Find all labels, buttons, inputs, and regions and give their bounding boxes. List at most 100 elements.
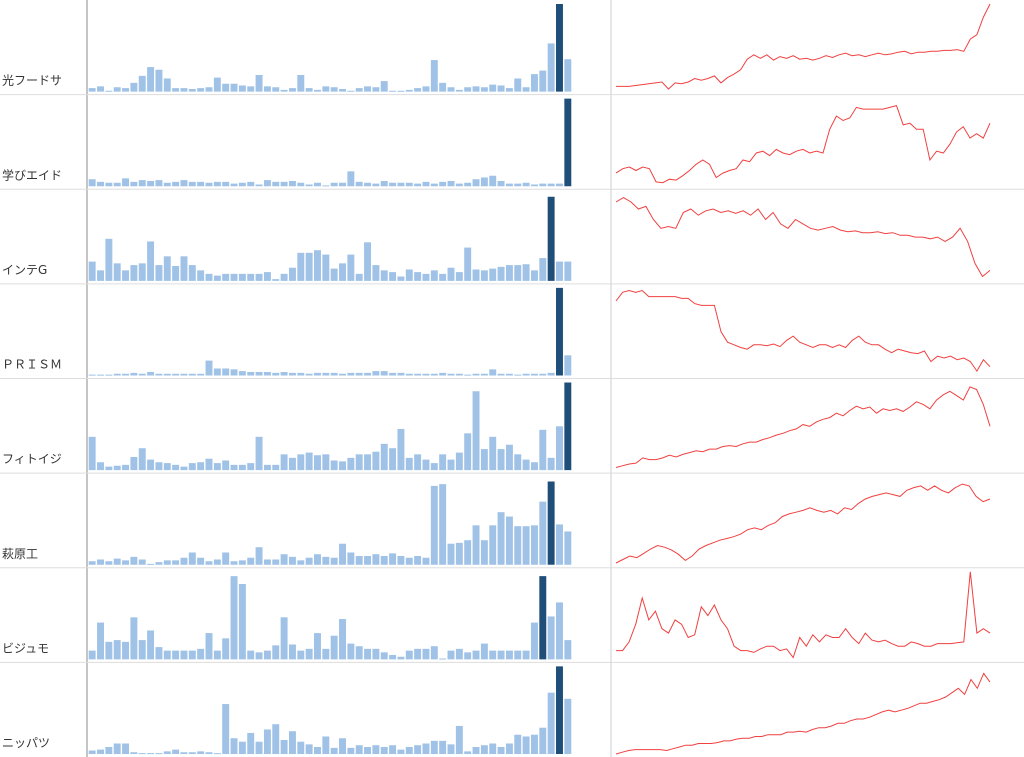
volume-bar (130, 372, 138, 376)
volume-bar (497, 746, 505, 754)
volume-bar (288, 457, 296, 471)
volume-bar (97, 462, 104, 471)
volume-bar (389, 745, 397, 754)
volume-bar (155, 265, 163, 281)
volume-bar (322, 372, 330, 376)
volume-bar (372, 554, 380, 565)
volume-bar (113, 743, 121, 754)
volume-bar (297, 74, 305, 92)
volume-bar (522, 459, 530, 471)
volume-bar (522, 373, 530, 376)
volume-bar (372, 648, 380, 660)
volume-bar (297, 252, 305, 281)
volume-bar (163, 78, 171, 92)
volume-bar (447, 459, 455, 471)
volume-bar (564, 98, 572, 187)
volume-bar (514, 265, 522, 281)
volume-bar (564, 382, 572, 471)
volume-bar (564, 640, 572, 660)
volume-bar (247, 273, 255, 281)
volume-bar (556, 287, 563, 376)
volume-bar (522, 264, 530, 281)
volume-bar (188, 265, 196, 281)
volume-bar (88, 650, 96, 660)
volume-bar (556, 261, 563, 281)
volume-bar (556, 524, 563, 565)
volume-bar (472, 373, 480, 376)
volume-bar (163, 463, 171, 471)
volume-bar (530, 462, 538, 471)
volume-bar (305, 184, 313, 187)
volume-bar (180, 180, 188, 187)
volume-bar (155, 647, 163, 660)
volume-bar (355, 181, 363, 187)
volume-bar (155, 562, 163, 565)
volume-bar (238, 560, 246, 565)
volume-bar (155, 753, 163, 755)
volume-bar (230, 273, 238, 281)
volume-bar (288, 731, 296, 754)
volume-bar (389, 448, 397, 471)
volume-bar (122, 88, 130, 92)
volume-bar (314, 455, 321, 471)
volume-bar (405, 182, 413, 187)
volume-bar (138, 180, 146, 187)
volume-bar (464, 652, 472, 660)
volume-bar (105, 466, 113, 471)
volume-bar (297, 372, 305, 376)
volume-bar (138, 640, 146, 660)
volume-bar (188, 463, 196, 471)
volume-bar (447, 373, 455, 376)
volume-bar (130, 617, 138, 660)
volume-bar (322, 648, 330, 660)
volume-bar (405, 557, 413, 565)
volume-bar (147, 67, 155, 92)
volume-bar (539, 727, 547, 754)
volume-bar (113, 87, 121, 92)
volume-bar (297, 560, 305, 565)
volume-bar (564, 355, 572, 376)
volume-bar (314, 372, 321, 376)
volume-bar (539, 183, 547, 187)
volume-bar (397, 182, 405, 187)
volume-bar (472, 86, 480, 92)
volume-bar (272, 279, 280, 281)
volume-bar (188, 752, 196, 754)
volume-bar (197, 648, 205, 660)
volume-bar (372, 87, 380, 92)
volume-bar (464, 247, 472, 281)
volume-bar (439, 484, 447, 565)
volume-bar (130, 82, 138, 92)
volume-bar (464, 87, 472, 92)
volume-bar (455, 725, 463, 754)
volume-bar (530, 622, 538, 660)
volume-bar (322, 185, 330, 187)
volume-bar (339, 182, 346, 187)
volume-bar (505, 183, 513, 187)
volume-bar (238, 741, 246, 754)
volume-bar (347, 747, 355, 754)
volume-bar (130, 556, 138, 565)
volume-bar (464, 374, 472, 376)
volume-bar (272, 724, 280, 754)
volume-bar (397, 555, 405, 565)
volume-bar (205, 561, 213, 565)
volume-bar (347, 171, 355, 187)
volume-bar (97, 86, 104, 92)
volume-bar (238, 371, 246, 376)
volume-bar (272, 559, 280, 565)
volume-bar (422, 648, 430, 660)
volume-bar (113, 373, 121, 376)
volume-bar (539, 501, 547, 565)
volume-bar (422, 181, 430, 187)
volume-bar (105, 561, 113, 565)
volume-bar (422, 743, 430, 754)
volume-bar (389, 272, 397, 281)
volume-bar (247, 557, 255, 565)
volume-bar (122, 560, 130, 565)
volume-bar (272, 87, 280, 92)
volume-bar (422, 273, 430, 281)
volume-bar (364, 372, 372, 376)
volume-bar (347, 90, 355, 92)
